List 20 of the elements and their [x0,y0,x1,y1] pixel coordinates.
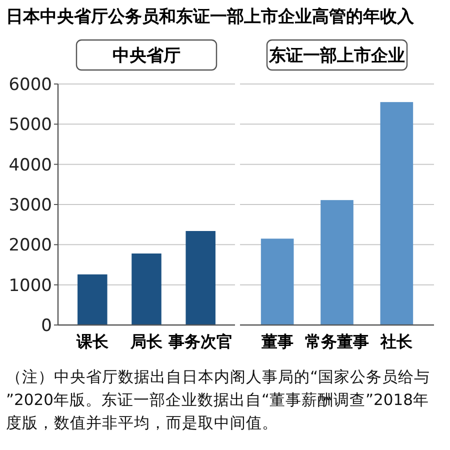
y-tick-label: 6000 [8,74,52,95]
x-tick-label: 课长 [75,332,110,351]
bar [186,231,216,325]
x-tick-label: 事务次官 [168,332,233,351]
y-tick-label: 0 [41,316,52,336]
chart-subtitle: 东证一部上市企业 [268,46,405,66]
y-tick-label: 3000 [8,195,52,216]
y-tick-label: 4000 [8,155,52,176]
bar [132,254,162,325]
chart-subtitle: 中央省厅 [112,46,180,66]
x-tick-label: 社长 [380,332,414,351]
x-tick-label: 董事 [260,332,294,351]
y-tick-label: 1000 [8,276,52,296]
y-tick-label: 5000 [8,115,52,136]
text: （注）中央省厅数据出自日本内阁人事局的“国家公务员给与”2020年版。东证一部企业数据出自“董事薪酬调查”2018年度版，数值并非平均，而是取中间值。 [6,368,430,432]
bar [78,274,108,325]
chart-title: 日本中央省厅公务员和东证一部上市企业高管的年收入 [6,7,415,27]
x-tick-label: 常务董事 [305,332,369,351]
x-tick-label: 局长 [130,332,164,351]
y-tick-label: 2000 [8,236,52,256]
